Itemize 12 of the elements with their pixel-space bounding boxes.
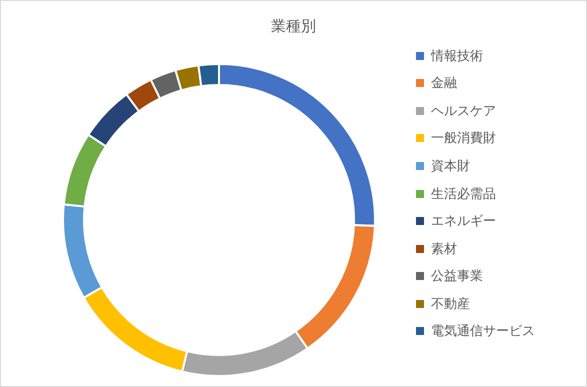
- legend-label: エネルギー: [431, 213, 496, 230]
- legend-label: 金融: [431, 75, 457, 92]
- legend-label: ヘルスケア: [431, 102, 496, 120]
- legend-label: 資本財: [431, 158, 470, 175]
- chart-title: 業種別: [270, 17, 317, 36]
- legend-label: 不動産: [431, 296, 470, 313]
- legend-label: 一般消費財: [431, 130, 496, 148]
- legend-label: 情報技術: [431, 48, 483, 65]
- legend-label: 電気通信サービス: [431, 323, 535, 340]
- legend-label: 生活必需品: [431, 186, 496, 202]
- legend-label: 素材: [431, 240, 457, 258]
- legend-label: 公益事業: [431, 268, 483, 286]
